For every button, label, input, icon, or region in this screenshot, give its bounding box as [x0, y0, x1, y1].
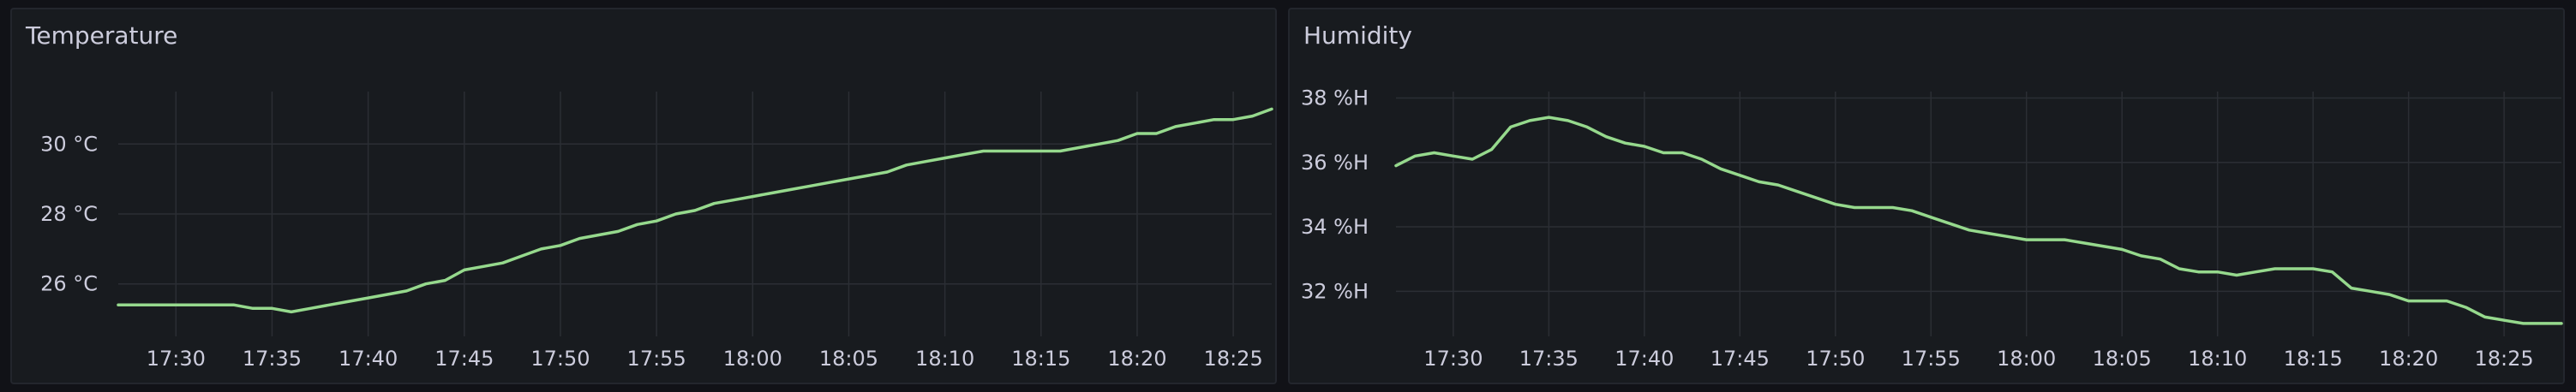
y-tick-label: 30 °C	[40, 132, 98, 156]
grid-lines	[1396, 92, 2561, 336]
y-tick-label: 38 %H	[1301, 86, 1369, 110]
panel-title: Temperature	[26, 21, 178, 50]
x-tick-label: 18:25	[2475, 347, 2534, 371]
y-tick-label: 34 %H	[1301, 215, 1369, 239]
x-tick-label: 17:45	[434, 347, 494, 371]
x-tick-label: 17:50	[1806, 347, 1865, 371]
panel-title: Humidity	[1303, 21, 1412, 50]
x-tick-label: 18:05	[819, 347, 878, 371]
x-tick-label: 17:35	[243, 347, 302, 371]
x-tick-label: 17:35	[1519, 347, 1579, 371]
x-tick-label: 18:15	[2284, 347, 2343, 371]
y-tick-label: 26 °C	[40, 272, 98, 296]
series-line[interactable]	[1394, 116, 2563, 325]
x-tick-label: 18:10	[915, 347, 974, 371]
y-tick-label: 28 °C	[40, 202, 98, 226]
x-tick-label: 18:00	[723, 347, 782, 371]
x-tick-label: 18:25	[1204, 347, 1263, 371]
x-tick-label: 17:40	[338, 347, 398, 371]
x-tick-label: 18:10	[2188, 347, 2247, 371]
y-tick-label: 36 %H	[1301, 151, 1369, 175]
x-tick-label: 17:30	[1423, 347, 1483, 371]
y-tick-label: 32 %H	[1301, 279, 1369, 303]
humidity-panel[interactable]: Humidity 32 %H 34 %H 36 %H 38 %H 17:30 17:35 1…	[1288, 8, 2565, 384]
temperature-panel[interactable]: Temperature 26 °C 28 °C 30 °C 17:30 17:35 17:…	[10, 8, 1277, 384]
x-tick-label: 17:55	[627, 347, 686, 371]
x-tick-label: 17:50	[530, 347, 590, 371]
series-line[interactable]	[117, 107, 1273, 314]
x-tick-label: 18:00	[1997, 347, 2056, 371]
x-tick-label: 18:05	[2093, 347, 2152, 371]
x-tick-label: 17:40	[1614, 347, 1674, 371]
x-tick-label: 17:30	[147, 347, 206, 371]
x-tick-label: 17:55	[1902, 347, 1961, 371]
temperature-chart[interactable]: 26 °C 28 °C 30 °C 17:30 17:35 17:40 17:45 17:50…	[12, 9, 1277, 384]
x-tick-label: 18:15	[1011, 347, 1070, 371]
humidity-chart[interactable]: 32 %H 34 %H 36 %H 38 %H 17:30 17:35 17:40 17:45…	[1290, 9, 2565, 384]
x-tick-label: 18:20	[2379, 347, 2438, 371]
grid-lines	[118, 92, 1272, 336]
x-tick-label: 18:20	[1107, 347, 1166, 371]
x-tick-label: 17:45	[1710, 347, 1770, 371]
